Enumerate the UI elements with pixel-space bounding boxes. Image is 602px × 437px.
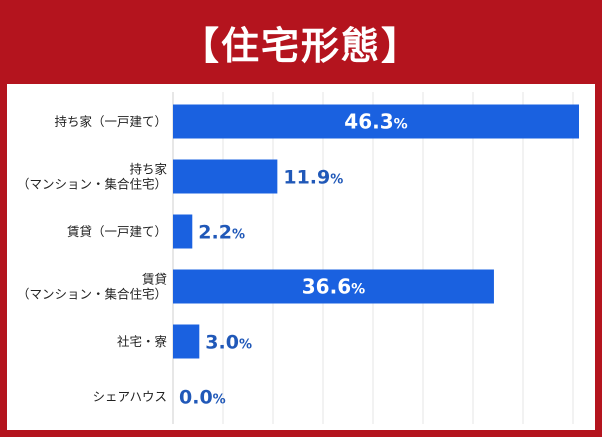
value-label: 3.0% — [205, 332, 252, 354]
chart-panel: 持ち家（一戸建て） 46.3% 持ち家（マンション・集合住宅） 11.9% 賃貸（一戸建… — [7, 84, 595, 430]
value-label: 2.2% — [198, 222, 245, 244]
category-label: 賃貸（一戸建て） — [67, 224, 167, 239]
value-label: 36.6% — [302, 275, 365, 299]
chart-title: 【住宅形態】 — [180, 23, 421, 68]
category-label: 持ち家（マンション・集合住宅） — [17, 162, 168, 192]
bar-chart: 持ち家（一戸建て） 46.3% 持ち家（マンション・集合住宅） 11.9% 賃貸（一戸建… — [17, 92, 579, 424]
value-label: 0.0% — [179, 387, 226, 409]
category-label: 社宅・寮 — [117, 334, 168, 349]
value-label: 46.3% — [344, 110, 407, 134]
value-label: 11.9% — [283, 167, 343, 189]
category-label: 賃貸（マンション・集合住宅） — [17, 272, 167, 302]
bar — [173, 104, 579, 139]
bar — [173, 159, 278, 194]
bar — [173, 324, 200, 359]
category-label: 持ち家（一戸建て） — [54, 114, 167, 129]
bar — [173, 269, 494, 304]
bar — [173, 214, 193, 249]
category-label: シェアハウス — [92, 389, 167, 404]
